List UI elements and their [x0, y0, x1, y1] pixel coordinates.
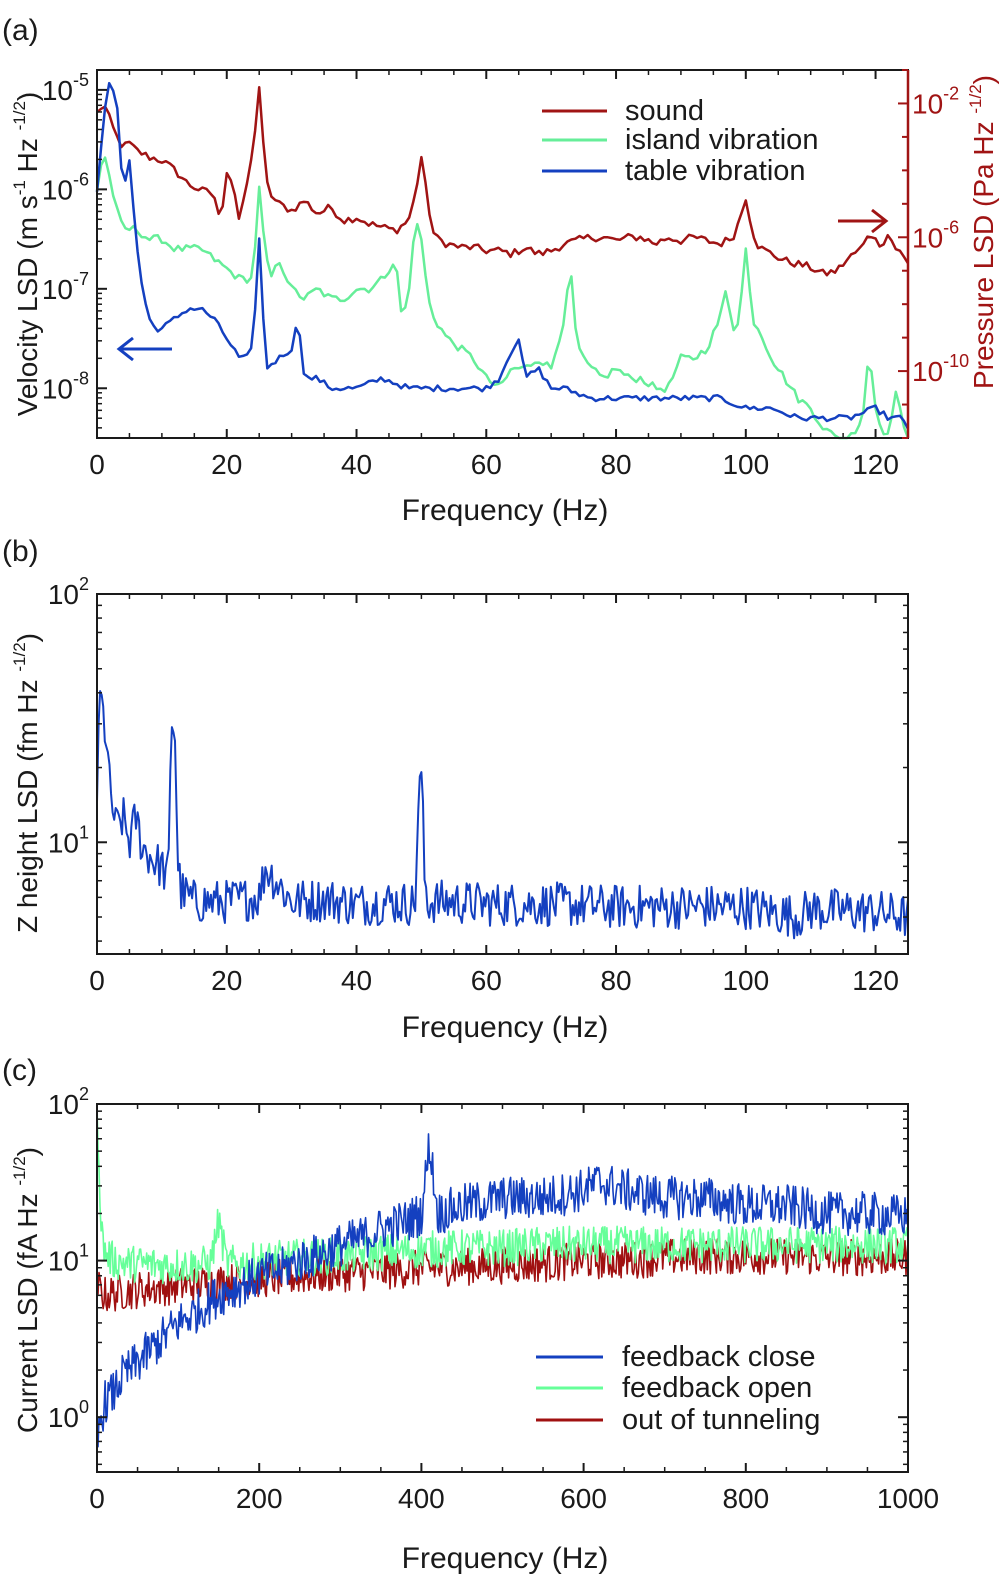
panel-b-x-ticks: 0 20 40 60 80 100 120 [89, 594, 899, 996]
x-tick-label: 80 [600, 449, 631, 480]
x-tick-label: 600 [560, 1483, 607, 1514]
x-tick-label: 80 [600, 965, 631, 996]
arrow-right-icon [838, 208, 889, 234]
x-tick-label: 60 [471, 449, 502, 480]
y-tick-label: 102 [48, 1084, 89, 1120]
panel-b: (b) 0 20 40 60 80 100 120 101 102 Frequency (Hz… [2, 535, 909, 1044]
legend-label-out-of-tunneling: out of tunneling [622, 1404, 820, 1436]
x-tick-label: 400 [398, 1483, 445, 1514]
panel-c: (c) 0 200 400 600 800 1000 100 101 102 Frequenc… [2, 1054, 939, 1575]
y-tick-label: 100 [48, 1397, 89, 1433]
series-line-feedback-open [96, 1103, 909, 1285]
panel-a: (a) 0 20 40 60 80 100 120 10-8 10-7 10-6 10-5 10-… [2, 14, 999, 527]
legend-label-island: island vibration [625, 124, 818, 156]
panel-a-y2-label: Pressure LSD (Pa Hz -1/2) [966, 75, 999, 389]
x-tick-label: 120 [852, 965, 899, 996]
x-tick-label: 20 [211, 449, 242, 480]
legend-label-feedback-close: feedback close [622, 1341, 815, 1373]
panel-c-legend: feedback close feedback open out of tunn… [536, 1341, 820, 1436]
x-tick-label: 0 [89, 449, 105, 480]
legend-label-feedback-open: feedback open [622, 1372, 812, 1404]
series-line-table-vibration [95, 81, 910, 430]
panel-a-x-label: Frequency (Hz) [402, 494, 609, 527]
y-tick-label: 102 [48, 574, 89, 610]
y-tick-label: 10-6 [42, 169, 89, 205]
panel-label-b: (b) [2, 535, 39, 568]
x-tick-label: 60 [471, 965, 502, 996]
panel-c-x-label: Frequency (Hz) [402, 1542, 609, 1575]
x-tick-label: 0 [89, 965, 105, 996]
panel-b-y-ticks: 101 102 [48, 574, 908, 942]
y-tick-label: 10-8 [42, 368, 89, 404]
y-tick-label: 10-5 [42, 70, 89, 106]
legend-label-sound: sound [625, 95, 704, 127]
x-tick-label: 0 [89, 1483, 105, 1514]
y2-tick-label: 10-10 [912, 351, 969, 387]
panel-b-series [96, 690, 909, 940]
panel-c-y-label: Current LSD (fA Hz -1/2) [10, 1147, 43, 1433]
legend-label-table: table vibration [625, 155, 806, 187]
panel-c-x-ticks: 0 200 400 600 800 1000 [89, 1104, 939, 1514]
x-tick-label: 120 [852, 449, 899, 480]
series-line-sound [96, 85, 910, 277]
x-tick-label: 800 [722, 1483, 769, 1514]
panel-a-series [95, 81, 910, 440]
series-line-z-height [96, 690, 909, 940]
x-tick-label: 100 [722, 965, 769, 996]
arrow-left-icon [116, 336, 172, 362]
x-tick-label: 20 [211, 965, 242, 996]
panel-label-a: (a) [2, 14, 39, 47]
x-tick-label: 200 [236, 1483, 283, 1514]
y2-tick-label: 10-6 [912, 217, 959, 253]
series-line-feedback-close [96, 1133, 909, 1448]
panel-b-y-label: Z height LSD (fm Hz -1/2) [10, 633, 43, 933]
panel-b-x-label: Frequency (Hz) [402, 1011, 609, 1044]
y2-tick-label: 10-2 [912, 83, 959, 119]
x-tick-label: 40 [341, 449, 372, 480]
panel-label-c: (c) [2, 1054, 37, 1087]
panel-a-y-ticks: 10-8 10-7 10-6 10-5 [42, 70, 107, 429]
y-tick-label: 101 [48, 1241, 89, 1277]
panel-b-frame [96, 593, 909, 955]
x-tick-label: 1000 [877, 1483, 939, 1514]
panel-a-y2-ticks: 10-10 10-6 10-2 [898, 69, 969, 439]
panel-a-x-ticks: 0 20 40 60 80 100 120 [89, 70, 899, 480]
panel-a-y-label: Velocity LSD (m s-1 Hz -1/2) [10, 92, 43, 416]
series-line-island-vibration [95, 156, 910, 440]
x-tick-label: 40 [341, 965, 372, 996]
panel-c-series [96, 1103, 909, 1448]
panel-a-legend: sound island vibration table vibration [542, 95, 818, 187]
y-tick-label: 101 [48, 822, 89, 858]
panel-c-y-ticks: 100 101 102 [48, 1084, 908, 1466]
y-tick-label: 10-7 [42, 269, 89, 305]
x-tick-label: 100 [722, 449, 769, 480]
